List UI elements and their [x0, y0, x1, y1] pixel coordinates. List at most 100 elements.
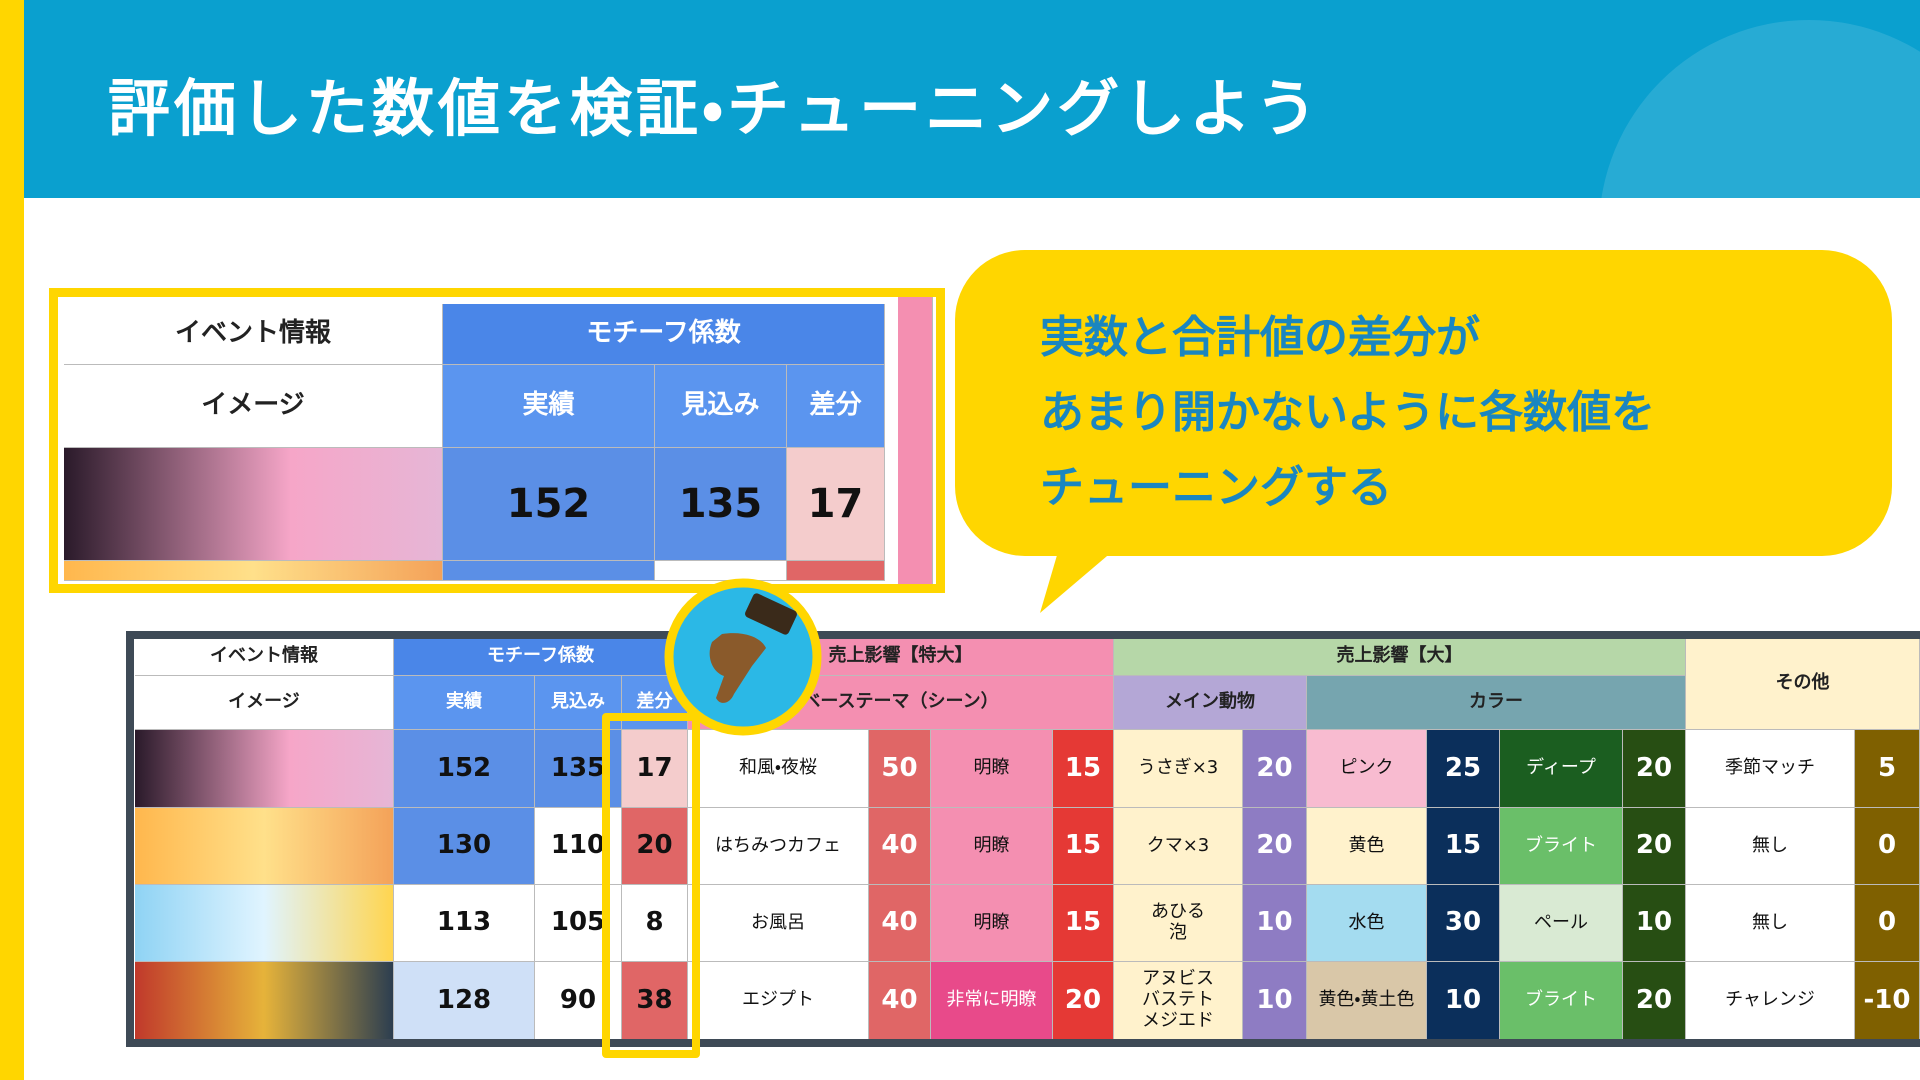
value-cell: 20: [1243, 730, 1307, 808]
value-cell: 17: [787, 448, 885, 561]
value-cell: 20: [1623, 962, 1686, 1039]
value-cell: 0: [1855, 808, 1920, 885]
text-cell: 黄色: [1307, 808, 1427, 885]
header-cell: 差分: [787, 365, 885, 448]
speech-bubble: [955, 250, 1892, 613]
text-cell: 非常に明瞭: [931, 962, 1053, 1039]
header-cell: 売上影響【大】: [1114, 639, 1686, 676]
left-bar: [0, 0, 24, 1080]
value-cell: 20: [622, 808, 688, 885]
text-cell: 明瞭: [931, 730, 1053, 808]
decor-circle: [1599, 20, 1920, 198]
text-cell: あひる 泡: [1114, 885, 1243, 962]
text-cell: 和風・夜桜: [688, 730, 869, 808]
value-cell: 10: [1427, 962, 1500, 1039]
value-cell: 30: [1427, 885, 1500, 962]
text-cell: ペール: [1500, 885, 1623, 962]
text-cell: はちみつカフェ: [688, 808, 869, 885]
header-cell: モチーフ係数: [394, 639, 688, 676]
value-cell: 20: [1623, 808, 1686, 885]
header-cell: イメージ: [135, 676, 394, 730]
header-cell: 実績: [394, 676, 535, 730]
value-cell: -10: [1855, 962, 1920, 1039]
banner-image: [135, 962, 394, 1039]
text-cell: チャレンジ: [1686, 962, 1855, 1039]
value-cell: 152: [443, 448, 655, 561]
hand: [709, 633, 766, 703]
diff-highlight: [602, 713, 700, 1058]
header-band: 評価した数値を検証・チューニングしよう: [24, 0, 1920, 198]
bubble-line: チューニングする: [1040, 462, 1392, 513]
banner-image: [64, 561, 443, 581]
text-cell: 無し: [1686, 808, 1855, 885]
hammer-head: [745, 593, 797, 635]
text-cell: ブライト: [1500, 808, 1623, 885]
header-cell: メイン動物: [1114, 676, 1307, 730]
zoom-table: イベント情報 モチーフ係数 イメージ 実績 見込み 差分 152 135 17: [49, 288, 945, 593]
banner-image: [64, 448, 443, 561]
value-cell: 20: [1243, 808, 1307, 885]
header-cell: イベント情報: [64, 304, 443, 365]
value-cell: 40: [869, 885, 931, 962]
text-cell: ピンク: [1307, 730, 1427, 808]
text-cell: 黄色・黄土色: [1307, 962, 1427, 1039]
value-cell: 15: [1053, 885, 1114, 962]
text-cell: エジプト: [688, 962, 869, 1039]
header-cell: イベント情報: [135, 639, 394, 676]
bubble-line: あまり開かないように各数値を: [1040, 387, 1656, 438]
value-cell: 40: [869, 808, 931, 885]
value-cell: 15: [1053, 730, 1114, 808]
value-cell: 50: [869, 730, 931, 808]
value-cell: 152: [394, 730, 535, 808]
header-cell: モチーフ係数: [443, 304, 885, 365]
text-cell: 明瞭: [931, 885, 1053, 962]
value-cell: 128: [394, 962, 535, 1039]
banner-image: [135, 885, 394, 962]
value-cell: 8: [622, 885, 688, 962]
value-cell: 0: [1855, 885, 1920, 962]
banner-image: [135, 808, 394, 885]
strip: [898, 297, 933, 584]
value-cell: 10: [1243, 962, 1307, 1039]
value-cell: 17: [622, 730, 688, 808]
value-cell: 20: [1623, 730, 1686, 808]
bubble-text: 実数と合計値の差分が あまり開かないように各数値を チューニングする: [1040, 300, 1655, 525]
main-table: イベント情報 モチーフ係数 売上影響【特大】 売上影響【大】 その他 イメージ 実績 見込み差…: [126, 631, 1920, 1047]
value-cell: 113: [394, 885, 535, 962]
hammer-icon: [664, 578, 822, 736]
text-cell: 無し: [1686, 885, 1855, 962]
header-cell: 実績: [443, 365, 655, 448]
banner-image: [135, 730, 394, 808]
value-cell: 38: [622, 962, 688, 1039]
text-cell: クマ×3: [1114, 808, 1243, 885]
header-cell: その他: [1686, 639, 1920, 730]
header-cell: 見込み: [535, 676, 622, 730]
text-cell: ブライト: [1500, 962, 1623, 1039]
bubble-body: [955, 250, 1892, 556]
text-cell: うさぎ×3: [1114, 730, 1243, 808]
value-cell: 130: [394, 808, 535, 885]
text-cell: ディープ: [1500, 730, 1623, 808]
value-cell: 10: [1623, 885, 1686, 962]
text-cell: 季節マッチ: [1686, 730, 1855, 808]
bubble-line: 実数と合計値の差分が: [1040, 312, 1480, 363]
text-cell: 明瞭: [931, 808, 1053, 885]
value-cell: 40: [869, 962, 931, 1039]
bubble-tail: [1040, 545, 1120, 613]
value-cell: [787, 561, 885, 581]
header-cell: イメージ: [64, 365, 443, 448]
value-cell: 20: [1053, 962, 1114, 1039]
value-cell: [443, 561, 655, 581]
value-cell: 15: [1053, 808, 1114, 885]
value-cell: 135: [655, 448, 787, 561]
title: 評価した数値を検証・チューニングしよう: [108, 72, 1322, 145]
value-cell: [655, 561, 787, 581]
header-cell: 見込み: [655, 365, 787, 448]
value-cell: 15: [1427, 808, 1500, 885]
text-cell: 水色: [1307, 885, 1427, 962]
value-cell: 5: [1855, 730, 1920, 808]
text-cell: アヌビス バステト メジエド: [1114, 962, 1243, 1039]
value-cell: 10: [1243, 885, 1307, 962]
text-cell: お風呂: [688, 885, 869, 962]
